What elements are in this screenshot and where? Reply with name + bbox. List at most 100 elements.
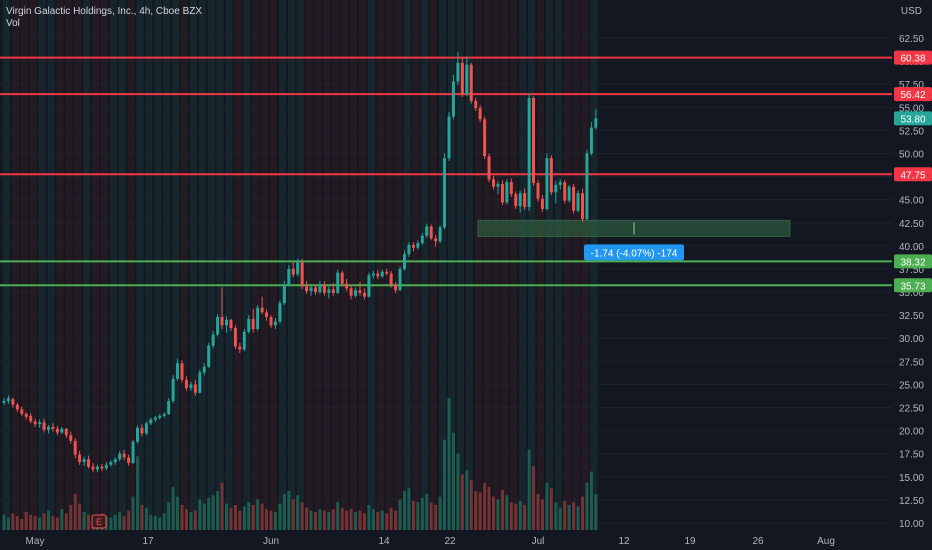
candle-body: [394, 284, 398, 291]
candle-body: [345, 283, 349, 289]
volume-bar: [256, 499, 260, 530]
session-band: [501, 0, 509, 530]
session-band: [394, 0, 402, 530]
session-band: [296, 0, 304, 530]
candle-body: [176, 363, 180, 379]
session-band: [528, 0, 536, 530]
volume-bar: [265, 509, 269, 530]
session-band: [278, 0, 287, 530]
session-band: [189, 0, 198, 530]
candle-body: [589, 127, 593, 154]
level-price-badge: [894, 254, 932, 269]
session-band: [465, 0, 473, 530]
session-band: [109, 0, 117, 530]
level-price-label: 60.38: [900, 54, 925, 65]
candle-body: [420, 235, 424, 244]
y-tick-label: 45.00: [899, 196, 924, 207]
session-band: [581, 0, 589, 530]
candle-body: [158, 415, 162, 418]
volume-bar: [354, 511, 358, 530]
session-band: [439, 0, 447, 530]
volume-bar: [340, 507, 344, 530]
symbol-title[interactable]: Virgin Galactic Holdings, Inc., 4h, Cboe…: [6, 6, 203, 17]
candle-body: [149, 419, 153, 424]
candle-body: [211, 334, 215, 346]
session-band: [554, 0, 562, 530]
candle-body: [349, 288, 353, 296]
candle-body: [367, 275, 371, 297]
volume-bar: [532, 466, 536, 530]
volume-bar: [176, 496, 180, 530]
volume-bar: [282, 493, 286, 530]
candle-body: [104, 464, 108, 469]
candle-body: [287, 268, 291, 285]
volume-bar: [483, 482, 487, 530]
volume-bar: [509, 502, 513, 530]
x-tick-label: Jun: [263, 536, 279, 547]
candle-body: [318, 284, 322, 293]
candle-body: [581, 193, 584, 220]
volume-bar: [536, 493, 540, 530]
candle-body: [340, 272, 344, 284]
candle-body: [122, 453, 126, 458]
volume-bar: [518, 500, 522, 530]
candle-body: [42, 422, 46, 430]
volume-bar: [469, 479, 473, 530]
volume-bar: [296, 495, 300, 530]
volume-bar: [331, 509, 335, 530]
volume-bar: [451, 432, 455, 530]
volume-bar: [425, 493, 429, 530]
candle-body: [113, 459, 117, 463]
session-band: [243, 0, 251, 530]
candle-body: [460, 62, 464, 95]
volume-label[interactable]: Vol: [6, 18, 20, 29]
volume-bar: [567, 504, 571, 530]
candle-body: [469, 64, 473, 101]
volume-bar: [358, 510, 362, 530]
volume-bar: [420, 498, 424, 530]
volume-bar: [260, 503, 264, 530]
candle-body: [434, 238, 438, 242]
session-band: [172, 0, 180, 530]
session-band: [359, 0, 367, 530]
volume-bar: [51, 516, 55, 530]
y-tick-label: 40.00: [899, 242, 924, 253]
session-band: [252, 0, 260, 530]
volume-bar: [487, 486, 491, 530]
volume-bar: [171, 486, 175, 530]
candle-body: [242, 331, 246, 350]
candle-body: [87, 459, 91, 467]
candle-body: [309, 287, 313, 292]
candle-body: [429, 226, 433, 239]
volume-bar: [380, 510, 384, 530]
volume-bar: [167, 502, 171, 530]
candle-body: [305, 286, 309, 292]
candle-body: [207, 345, 211, 367]
session-band: [332, 0, 340, 530]
volume-bar: [322, 510, 326, 530]
volume-bar: [394, 510, 398, 530]
volume-bar: [398, 499, 402, 530]
candle-body: [229, 319, 233, 329]
session-band: [207, 0, 215, 530]
session-band: [74, 0, 82, 530]
candle-body: [95, 466, 99, 470]
candle-body: [162, 413, 166, 416]
volume-bar: [540, 499, 544, 530]
session-band: [65, 0, 73, 530]
volume-bar: [496, 499, 500, 530]
volume-bar: [33, 516, 37, 530]
candle-body: [273, 321, 277, 326]
volume-bar: [211, 495, 215, 530]
session-band: [234, 0, 242, 530]
session-band: [341, 0, 349, 530]
volume-bar: [438, 496, 442, 530]
candle-body: [474, 100, 478, 109]
candle-body: [153, 417, 157, 420]
candle-body: [514, 194, 518, 207]
volume-bar: [345, 510, 349, 530]
volume-bar: [87, 514, 91, 530]
candle-body: [563, 182, 567, 201]
volume-bar: [64, 513, 68, 530]
